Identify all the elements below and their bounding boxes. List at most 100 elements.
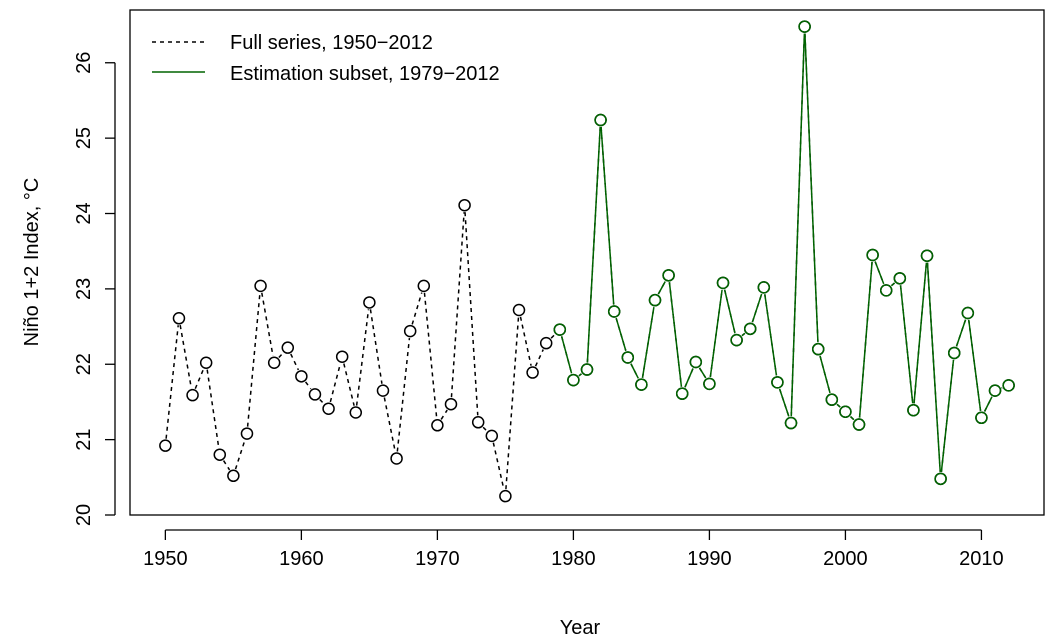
x-tick-label: 1960 [279, 548, 324, 570]
x-tick-label: 1970 [415, 548, 460, 570]
data-point [322, 402, 335, 415]
series-segment [890, 282, 896, 287]
data-point [689, 355, 703, 369]
data-point [417, 279, 431, 293]
data-point [186, 388, 199, 402]
series-segment [423, 292, 438, 419]
legend-label-full-series: Full series, 1950−2012 [230, 32, 433, 54]
series-segment [261, 292, 274, 356]
series-segment [723, 289, 736, 334]
series-segment [355, 309, 370, 406]
data-point [458, 198, 471, 212]
data-point [335, 350, 349, 363]
series-segment [234, 440, 246, 470]
data-point [648, 293, 662, 307]
x-tick-label: 1990 [687, 548, 732, 570]
data-point [295, 370, 308, 383]
data-point [213, 448, 227, 461]
data-point [444, 397, 458, 411]
series-segment [764, 294, 778, 376]
y-tick-label: 22 [73, 353, 95, 375]
data-point [240, 427, 254, 440]
series-segment [850, 415, 855, 421]
series-segment [698, 367, 707, 379]
data-point [553, 323, 567, 336]
data-point [254, 279, 267, 293]
series-segment [751, 293, 763, 323]
series-segment [534, 349, 544, 367]
data-point [403, 324, 417, 338]
series-segment [369, 309, 383, 384]
series-segment [222, 460, 231, 471]
y-tick-label: 25 [73, 127, 95, 149]
data-point [716, 276, 730, 290]
data-point [390, 452, 403, 465]
data-point [947, 346, 961, 360]
series-segment [955, 319, 967, 347]
data-point [349, 406, 363, 419]
y-axis-label: Niño 1+2 Index, °C [21, 178, 43, 347]
series-segment [206, 369, 220, 448]
series-segment [290, 353, 300, 371]
data-point [172, 312, 186, 325]
series-segment [899, 285, 914, 404]
series-segment [179, 325, 193, 389]
series-segment [668, 282, 683, 387]
series-segment [165, 325, 179, 439]
series-segment [505, 316, 520, 490]
x-tick-label: 1950 [143, 548, 188, 570]
series-segment [304, 381, 312, 390]
series-segment [492, 442, 505, 490]
data-point [879, 284, 893, 297]
series-segment [464, 212, 479, 416]
data-point [580, 363, 594, 376]
data-point [811, 342, 825, 356]
series-segment [630, 363, 639, 379]
y-axis: 20 21 22 23 24 25 26 [73, 52, 116, 526]
data-point [431, 419, 444, 432]
series-segment [411, 292, 423, 325]
data-point [839, 405, 852, 418]
data-point [703, 377, 716, 391]
series-segment [836, 403, 841, 408]
series-segment [819, 355, 831, 394]
data-point [485, 429, 499, 443]
series-segment [246, 292, 261, 427]
data-point [471, 416, 485, 429]
data-point [376, 384, 390, 397]
series-segment [519, 316, 532, 366]
x-axis-label: Year [560, 617, 601, 639]
series-segment [790, 33, 806, 417]
series-segment [194, 368, 205, 389]
series-segment [600, 126, 615, 305]
series-estimation-subset [553, 20, 1015, 486]
legend: Full series, 1950−2012 Estimation subset… [152, 32, 500, 85]
x-tick-label: 2010 [959, 548, 1004, 570]
series-segment [343, 363, 355, 406]
series-segment [858, 261, 873, 418]
y-tick-label: 24 [73, 202, 95, 224]
data-point [281, 341, 295, 354]
series-segment [967, 319, 982, 411]
series-segment [709, 289, 723, 378]
x-axis: 1950 1960 1970 1980 1990 2000 2010 [143, 529, 1004, 570]
data-point [662, 269, 675, 282]
series-segment [329, 363, 342, 403]
series-full [159, 20, 1015, 503]
data-point [199, 356, 213, 369]
series-segment [278, 352, 284, 359]
series-segment [913, 262, 928, 404]
series-segment [983, 396, 993, 412]
data-point [866, 248, 879, 262]
data-point [825, 393, 839, 406]
data-point [907, 403, 920, 417]
series-segment [926, 262, 941, 472]
data-point [798, 20, 811, 33]
series-segment [319, 398, 325, 405]
legend-label-estimation-subset: Estimation subset, 1979−2012 [230, 63, 500, 85]
series-segment [560, 336, 573, 374]
series-segment [741, 332, 746, 337]
data-point [920, 249, 934, 262]
